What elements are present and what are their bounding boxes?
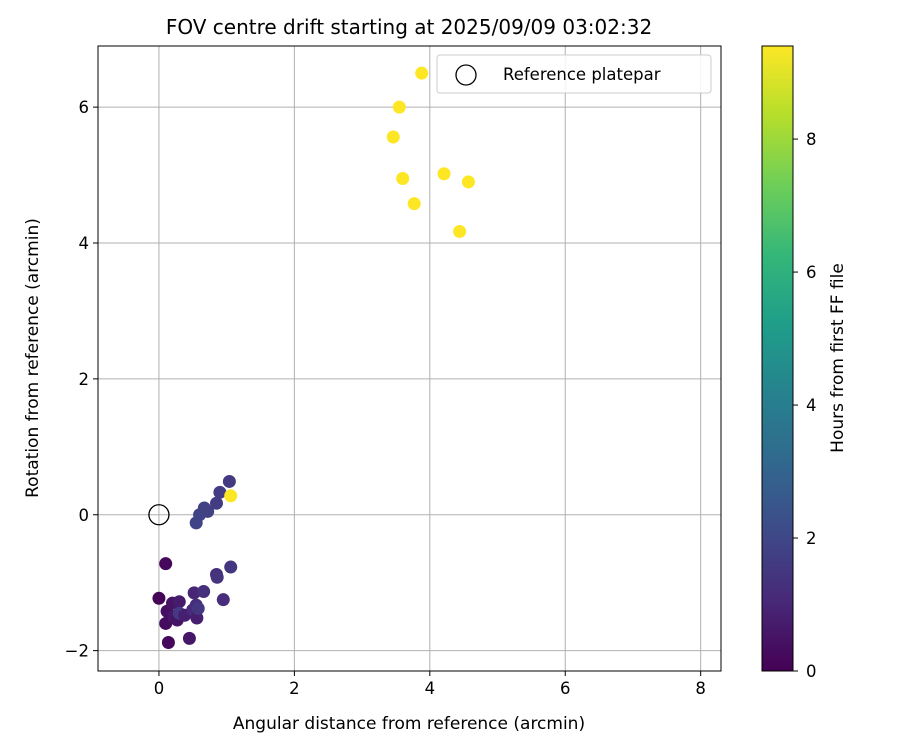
data-point bbox=[453, 224, 467, 238]
data-point bbox=[396, 171, 410, 185]
data-point bbox=[197, 585, 211, 599]
x-tick-label: 6 bbox=[560, 679, 571, 698]
y-tick-label: 6 bbox=[79, 98, 90, 117]
data-point bbox=[461, 175, 475, 189]
data-point bbox=[190, 611, 204, 625]
colorbar-tick-label: 8 bbox=[806, 130, 817, 149]
data-point bbox=[386, 130, 400, 144]
x-axis-label: Angular distance from reference (arcmin) bbox=[233, 714, 585, 734]
data-point bbox=[407, 197, 421, 211]
colorbar-tick-label: 0 bbox=[806, 662, 817, 681]
data-point bbox=[161, 635, 175, 649]
y-tick-label: −2 bbox=[65, 642, 89, 661]
x-axis-ticks: 0 2 4 6 8 bbox=[154, 671, 706, 698]
data-point bbox=[182, 631, 196, 645]
data-point bbox=[191, 602, 205, 615]
data-point bbox=[415, 66, 429, 80]
colorbar-label: Hours from first FF file bbox=[828, 263, 848, 453]
plot-frame bbox=[97, 45, 722, 672]
y-tick-label: 0 bbox=[79, 506, 90, 525]
colorbar-ticks: 0 2 4 6 8 bbox=[793, 130, 817, 681]
x-tick-label: 0 bbox=[154, 679, 165, 698]
y-axis-label: Rotation from reference (arcmin) bbox=[23, 218, 43, 498]
data-point bbox=[159, 557, 173, 571]
plot-area bbox=[98, 46, 721, 671]
data-point bbox=[201, 504, 215, 518]
data-point bbox=[437, 167, 451, 181]
data-point bbox=[172, 595, 186, 609]
x-tick-label: 4 bbox=[425, 679, 436, 698]
colorbar bbox=[761, 45, 794, 672]
colorbar-tick-label: 2 bbox=[806, 529, 817, 548]
data-point bbox=[152, 591, 166, 605]
colorbar-tick-label: 4 bbox=[806, 396, 817, 415]
legend-label: Reference platepar bbox=[503, 65, 661, 84]
data-point bbox=[210, 570, 224, 584]
x-tick-label: 2 bbox=[289, 679, 300, 698]
data-point bbox=[224, 560, 238, 574]
chart-title: FOV centre drift starting at 2025/09/09 … bbox=[166, 15, 652, 39]
y-axis-ticks: −2 0 2 4 6 bbox=[65, 98, 98, 661]
y-tick-label: 4 bbox=[79, 234, 90, 253]
data-points bbox=[152, 66, 475, 649]
reference-platepar-marker bbox=[148, 504, 170, 526]
reference-marker-group bbox=[148, 504, 170, 526]
data-point bbox=[222, 474, 236, 488]
data-point bbox=[210, 496, 224, 510]
colorbar-tick-label: 6 bbox=[806, 263, 817, 282]
data-point bbox=[224, 489, 238, 503]
legend-box bbox=[436, 54, 712, 94]
data-point bbox=[392, 100, 406, 114]
data-point bbox=[216, 593, 230, 607]
legend-circle-icon bbox=[455, 64, 477, 86]
y-tick-label: 2 bbox=[79, 370, 90, 389]
data-point bbox=[213, 485, 227, 499]
data-point bbox=[187, 586, 201, 600]
legend: Reference platepar bbox=[436, 54, 712, 94]
x-tick-label: 8 bbox=[695, 679, 706, 698]
